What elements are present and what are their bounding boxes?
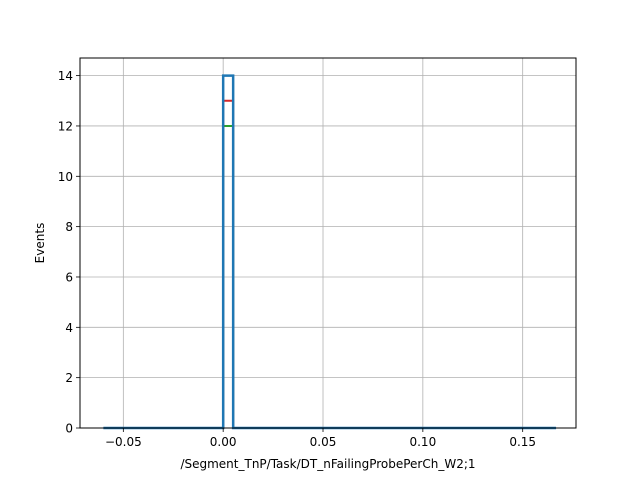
x-tick-label: 0.10	[409, 435, 436, 449]
x-axis-ticks: −0.05 0.00 0.05 0.10 0.15	[105, 428, 536, 449]
y-tick-label: 4	[65, 321, 73, 335]
y-tick-label: 8	[65, 220, 73, 234]
x-tick-label: 0.00	[210, 435, 237, 449]
y-axis-ticks: 0 2 4 6 8 10 12 14	[58, 69, 80, 436]
y-tick-label: 10	[58, 170, 73, 184]
y-tick-label: 0	[65, 422, 73, 436]
x-axis-label: /Segment_TnP/Task/DT_nFailingProbePerCh_…	[180, 457, 475, 471]
y-tick-label: 12	[58, 119, 73, 133]
plot-area	[80, 58, 576, 428]
y-tick-label: 2	[65, 371, 73, 385]
y-axis-label: Events	[33, 223, 47, 264]
x-tick-label: 0.15	[509, 435, 536, 449]
y-tick-label: 14	[58, 69, 73, 83]
x-tick-label: −0.05	[105, 435, 142, 449]
x-tick-label: 0.05	[310, 435, 337, 449]
plot-frame	[79, 57, 577, 429]
y-tick-label: 6	[65, 270, 73, 284]
